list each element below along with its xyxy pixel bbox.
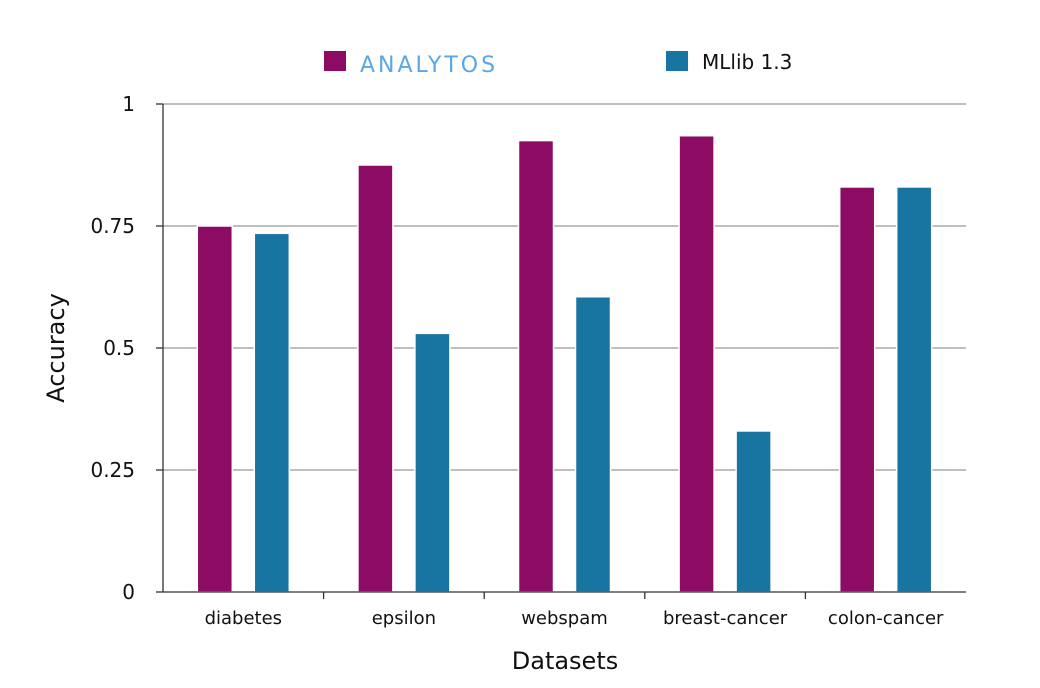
legend-label-analytos: ANALYTOS (360, 53, 498, 78)
y-tick-label: 0.75 (90, 214, 135, 238)
x-tick-label: colon-cancer (828, 608, 944, 629)
axes (162, 104, 966, 599)
x-tick-labels: diabetes epsilon webspam breast-cancer colon… (205, 608, 944, 629)
y-tick-label: 0.25 (90, 458, 135, 482)
bar-diabetes-mllib (253, 232, 291, 593)
y-tick-label: 0.5 (103, 336, 135, 360)
x-tick-label: webspam (521, 608, 608, 629)
gridlines (156, 103, 966, 593)
bars (196, 134, 933, 593)
legend-swatch-mllib (666, 51, 688, 71)
x-axis-title: Datasets (512, 647, 619, 675)
x-tick-label: epsilon (372, 608, 436, 629)
bar-epsilon-analytos (357, 164, 394, 593)
x-tick-label: diabetes (205, 608, 282, 629)
legend: ANALYTOS MLlib 1.3 (324, 50, 792, 78)
bar-colon-cancer-analytos (838, 186, 876, 593)
y-tick-labels: 0 0.25 0.5 0.75 1 (90, 92, 135, 604)
bar-webspam-mllib (574, 296, 612, 593)
bar-diabetes-analytos (196, 225, 234, 593)
bar-breast-cancer-mllib (735, 430, 772, 593)
legend-swatch-analytos (324, 51, 346, 71)
x-tick-label: breast-cancer (663, 608, 788, 629)
bar-epsilon-mllib (414, 332, 451, 593)
y-axis-title: Accuracy (42, 293, 70, 403)
bar-breast-cancer-analytos (678, 134, 715, 593)
bar-webspam-analytos (517, 139, 555, 593)
y-tick-label: 1 (122, 92, 135, 116)
bar-colon-cancer-mllib (895, 186, 933, 593)
y-tick-label: 0 (122, 580, 135, 604)
legend-label-mllib: MLlib 1.3 (702, 50, 792, 74)
